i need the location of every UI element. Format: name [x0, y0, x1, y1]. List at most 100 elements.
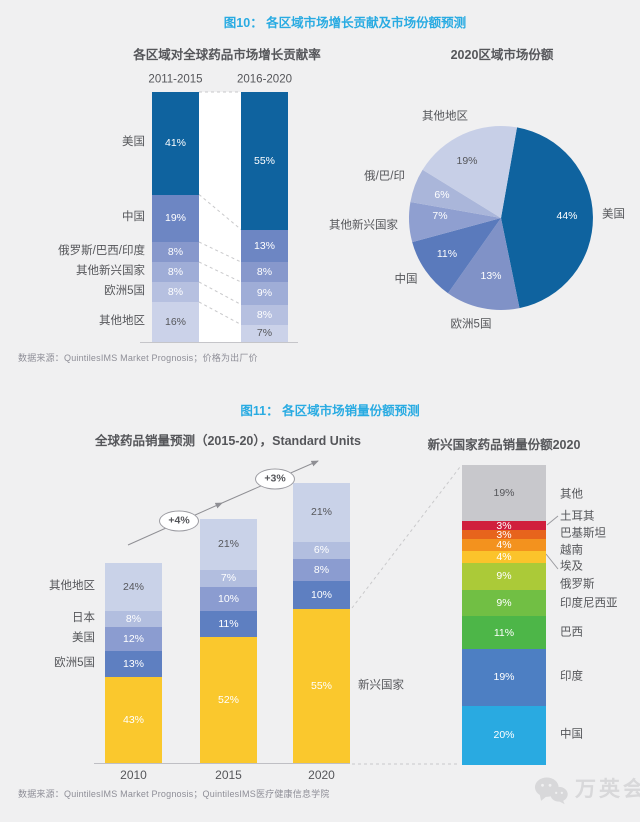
bar-segment [462, 563, 546, 590]
dashed-connector [198, 261, 242, 283]
bar-segment-value: 8% [167, 265, 184, 278]
segment-label: 印度尼西亚 [560, 597, 618, 610]
bar-segment-value: 9% [496, 570, 512, 583]
bar-segment-value: 8% [167, 285, 184, 298]
bar-segment [462, 521, 546, 531]
segment-label: 埃及 [560, 560, 583, 573]
bar-segment-value: 8% [256, 308, 273, 321]
bar-segment-value: 3% [496, 519, 512, 532]
bar-segment-value: 7% [220, 572, 237, 585]
bar-segment [200, 610, 257, 638]
bar-segment [293, 609, 350, 763]
pie-slice-value: 13% [480, 269, 502, 282]
watermark-text: 万英会 [575, 778, 640, 802]
dashed-connector [198, 281, 242, 305]
category-label: 欧洲5国 [54, 657, 95, 669]
pie-slice-label: 俄/巴/印 [364, 170, 405, 183]
bar-segment [462, 705, 546, 765]
bar-segment [462, 530, 546, 540]
category-label: 欧洲5国 [104, 285, 145, 297]
bar-segment [105, 677, 162, 763]
bar-segment-value: 24% [122, 580, 145, 593]
bar-segment [152, 92, 199, 195]
bar-segment-value: 13% [253, 239, 276, 252]
bar-segment [462, 616, 546, 650]
category-label: 其他新兴国家 [76, 265, 145, 277]
bar-segment [200, 586, 257, 611]
bar-segment-value: 21% [310, 506, 333, 519]
bar-segment-value: 12% [122, 632, 145, 645]
growth-annotation: +3% [255, 468, 295, 490]
pie-slice [501, 127, 593, 309]
figure10-growth-chart-title: 各区域对全球药品市场增长贡献率 [133, 48, 321, 62]
bar-segment [293, 558, 350, 581]
bar-segment-value: 55% [310, 679, 333, 692]
bar-segment-value: 7% [256, 327, 273, 340]
bar-segment [462, 551, 546, 563]
bar-segment [200, 569, 257, 587]
figure11-left-chart-title: 全球药品销量预测（2015-20），Standard Units [94, 434, 362, 448]
category-label: 俄罗斯/巴西/印度 [58, 245, 145, 257]
bar-segment [105, 563, 162, 611]
bar-segment-value: 41% [164, 137, 187, 150]
x-axis-label: 2020 [308, 768, 335, 783]
category-label: 其他地区 [49, 580, 95, 592]
figure11-source-note: 数据来源：QuintilesIMS Market Prognosis；Quint… [18, 789, 330, 799]
bar-segment [200, 637, 257, 763]
bar-segment [241, 262, 288, 282]
bar-segment [241, 229, 288, 262]
column-header: 2016-2020 [237, 73, 292, 86]
x-axis-label: 2010 [120, 768, 147, 783]
bar-segment-value: 3% [496, 528, 512, 541]
figure10-title: 图10： 各区域市场增长贡献及市场份额预测 [223, 16, 467, 30]
segment-label: 越南 [560, 544, 583, 557]
bar-segment [241, 282, 288, 305]
bar-segment [152, 262, 199, 282]
bar-segment-value: 8% [256, 265, 273, 278]
pie-slice-value: 6% [434, 188, 450, 201]
category-label: 其他地区 [99, 315, 145, 327]
bar-segment-value: 21% [217, 538, 240, 551]
bar-segment-value: 19% [493, 487, 515, 500]
pie-slice [422, 125, 517, 218]
bar-segment-value: 11% [493, 626, 515, 639]
segment-label: 印度 [560, 670, 583, 683]
leader-line [546, 515, 559, 526]
bar-segment [241, 92, 288, 230]
bar-segment [241, 304, 288, 325]
category-label: 日本 [72, 612, 95, 624]
bar-segment [152, 194, 199, 242]
category-label: 中国 [122, 211, 145, 224]
segment-label: 其他 [560, 488, 583, 501]
pie-slice-value: 44% [556, 209, 578, 222]
bar-segment-value: 4% [496, 551, 512, 564]
bar-segment-value: 16% [164, 315, 187, 328]
pie-slice-value: 19% [456, 154, 478, 167]
segment-label: 巴西 [560, 626, 583, 639]
bar-segment-value: 13% [122, 657, 145, 670]
bar-segment [293, 581, 350, 609]
bar-gap-panel [199, 92, 241, 342]
bar-segment [152, 302, 199, 342]
bar-segment-value: 19% [493, 671, 515, 684]
bar-segment-value: 43% [122, 713, 145, 726]
pie-slice-label: 其他地区 [422, 110, 468, 123]
bar-segment [241, 324, 288, 342]
x-axis-label: 2015 [215, 768, 242, 783]
watermark: 万英会 [534, 776, 640, 805]
pie-slice-value: 11% [436, 247, 458, 260]
bar-segment-value: 8% [125, 612, 142, 625]
series-label-emerging: 新兴国家 [358, 679, 404, 692]
dashed-connector [351, 466, 461, 609]
bar-segment [152, 242, 199, 262]
bar-segment-value: 19% [164, 212, 187, 225]
bar-segment-value: 10% [310, 588, 333, 601]
bar-segment [462, 465, 546, 522]
bar-segment [293, 541, 350, 559]
bar-segment [105, 627, 162, 651]
bar-segment [462, 539, 546, 552]
bar-segment-value: 55% [253, 154, 276, 167]
segment-label: 土耳其 [560, 510, 595, 523]
